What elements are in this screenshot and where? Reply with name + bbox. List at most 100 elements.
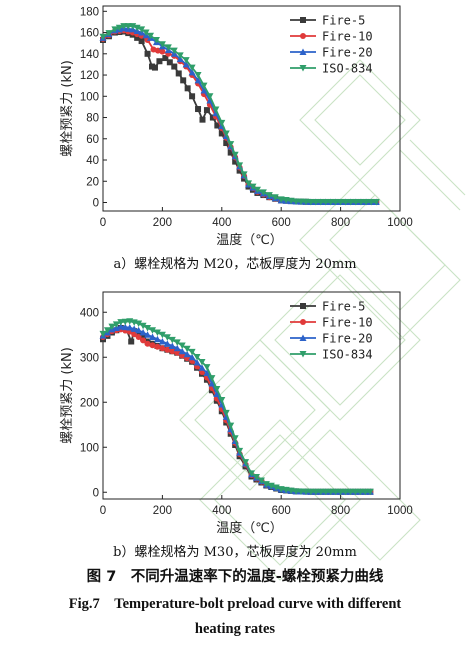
data-point xyxy=(193,359,201,366)
data-point xyxy=(189,93,196,100)
data-point xyxy=(156,58,163,65)
data-point xyxy=(171,63,178,70)
data-point xyxy=(253,186,261,194)
data-point xyxy=(362,198,370,206)
data-point xyxy=(357,198,365,206)
y-tick-label: 20 xyxy=(86,176,99,188)
figure-title-en-line2: heating rates xyxy=(194,621,276,637)
data-point xyxy=(124,23,132,30)
y-tick-label: 160 xyxy=(80,28,99,40)
data-point xyxy=(144,331,152,338)
data-point xyxy=(265,192,273,199)
subcaption-b: b）螺栓规格为 M30，芯板厚度为 20mm xyxy=(113,545,357,560)
data-point xyxy=(135,326,143,334)
data-point xyxy=(292,198,300,205)
data-point xyxy=(227,149,234,156)
data-point xyxy=(327,198,335,206)
data-point xyxy=(337,488,345,496)
data-point xyxy=(130,325,138,332)
data-point xyxy=(337,198,345,206)
data-point xyxy=(223,140,230,147)
data-point xyxy=(135,320,143,327)
data-point xyxy=(236,162,244,169)
legend-label: ISO-834 xyxy=(322,62,373,76)
data-point xyxy=(317,198,325,206)
data-point xyxy=(163,340,171,347)
data-point xyxy=(242,459,250,466)
data-point xyxy=(117,323,125,330)
data-point xyxy=(168,336,176,344)
data-point xyxy=(307,198,315,206)
data-point xyxy=(170,47,178,55)
data-point xyxy=(307,488,315,496)
data-point xyxy=(134,34,141,41)
subcaption-a: a）螺栓规格为 M20，芯板厚度为 20mm xyxy=(113,257,357,272)
data-point xyxy=(282,486,290,494)
data-point xyxy=(356,488,364,496)
data-point xyxy=(173,339,181,346)
legend-marker xyxy=(299,65,307,72)
x-tick-label: 800 xyxy=(331,505,350,517)
data-point xyxy=(302,198,310,206)
y-tick-label: 0 xyxy=(93,198,99,210)
data-point xyxy=(287,487,295,495)
data-point xyxy=(317,488,325,496)
data-point xyxy=(203,369,211,376)
data-point xyxy=(178,342,186,350)
data-point xyxy=(200,82,208,90)
data-point xyxy=(144,325,152,332)
data-point xyxy=(227,141,235,148)
series-iso-834 xyxy=(99,23,380,206)
data-point xyxy=(158,338,166,345)
legend-marker xyxy=(299,334,307,341)
y-tick-label: 400 xyxy=(80,307,99,319)
data-point xyxy=(218,130,225,137)
data-point xyxy=(121,323,129,331)
data-point xyxy=(302,488,310,496)
data-point xyxy=(182,57,190,64)
data-point xyxy=(322,198,330,206)
data-point xyxy=(203,364,211,371)
data-point xyxy=(159,48,166,55)
data-point xyxy=(149,327,156,334)
data-point xyxy=(178,347,186,355)
data-point xyxy=(193,353,201,361)
y-tick-label: 100 xyxy=(80,91,99,103)
data-point xyxy=(245,180,253,187)
plot-frame xyxy=(102,291,401,500)
data-point xyxy=(99,330,107,338)
data-point xyxy=(163,334,171,341)
x-tick-label: 1000 xyxy=(387,505,413,517)
data-point xyxy=(147,32,155,40)
data-point xyxy=(194,76,202,84)
legend-label: Fire-10 xyxy=(322,30,373,44)
x-tick-label: 600 xyxy=(272,217,291,229)
data-point xyxy=(164,44,172,51)
watermark-pattern xyxy=(179,59,466,581)
data-point xyxy=(149,333,156,340)
data-point xyxy=(139,329,147,336)
figure-title-en-line1: Fig.7 Temperature-bolt preload curve wit… xyxy=(68,596,402,612)
plot-frame xyxy=(102,5,401,212)
data-point xyxy=(103,327,111,334)
data-point xyxy=(105,30,113,37)
data-point xyxy=(367,198,375,206)
series-iso-834 xyxy=(99,318,374,496)
chart-b: 0 200 400 600 800 1000 0 100 200 300 400 温度（℃） 螺栓预紧力… xyxy=(60,291,413,536)
data-point xyxy=(327,488,335,496)
data-point xyxy=(372,198,380,206)
data-point xyxy=(209,114,216,121)
data-point xyxy=(126,324,134,331)
data-point xyxy=(162,55,169,62)
data-point xyxy=(144,50,151,57)
data-point xyxy=(213,390,221,397)
data-point xyxy=(262,481,270,488)
y-tick-label: 60 xyxy=(86,134,99,146)
data-point xyxy=(277,486,285,493)
data-point xyxy=(153,335,161,343)
data-point xyxy=(138,38,145,45)
data-point xyxy=(153,329,161,336)
data-point xyxy=(135,330,142,337)
figure-title-cn: 图 7 不同升温速率下的温度-螺栓预紧力曲线 xyxy=(86,569,384,585)
data-point xyxy=(99,33,107,41)
